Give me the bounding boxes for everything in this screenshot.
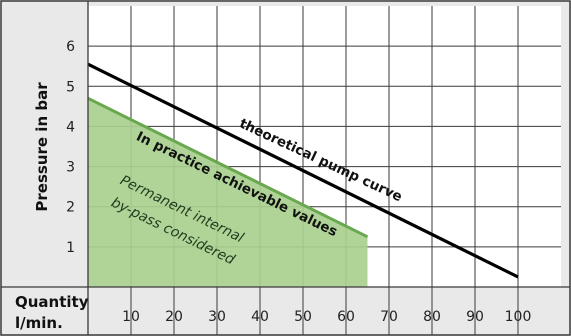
x-axis-title-line1: Quantity — [15, 293, 89, 311]
x-tick-label-40: 40 — [251, 309, 269, 325]
y-tick-label-5: 5 — [66, 79, 75, 95]
pump-curve-line — [87, 62, 519, 279]
data-marks — [87, 62, 519, 287]
y-tick-label-4: 4 — [66, 119, 75, 135]
x-tick-label-20: 20 — [165, 309, 183, 325]
x-tick-label-100: 100 — [505, 309, 532, 325]
x-tick-label-30: 30 — [208, 309, 226, 325]
x-tick-label-50: 50 — [294, 309, 312, 325]
y-tick-label-3: 3 — [66, 160, 75, 176]
x-tick-label-70: 70 — [380, 309, 398, 325]
x-tick-label-60: 60 — [337, 309, 355, 325]
y-tick-label-2: 2 — [66, 200, 75, 216]
achievable-area — [88, 98, 368, 287]
y-tick-label-6: 6 — [66, 39, 75, 55]
y-tick-label-1: 1 — [66, 240, 75, 256]
x-axis-title-line2: l/min. — [15, 314, 63, 332]
y-axis-title: Pressure in bar — [33, 82, 51, 212]
x-tick-label-10: 10 — [122, 309, 140, 325]
x-tick-label-90: 90 — [466, 309, 484, 325]
x-tick-label-80: 80 — [423, 309, 441, 325]
achievable-edge-line — [87, 96, 369, 239]
tick-labels: 10 20 30 40 50 60 70 80 90 100 1 2 3 4 5 6 — [66, 39, 531, 325]
